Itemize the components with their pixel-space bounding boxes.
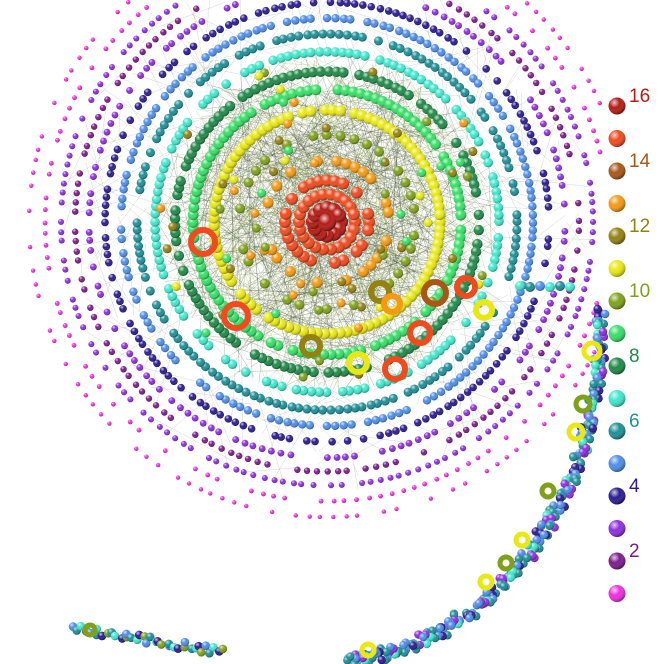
torus-node bbox=[382, 356, 408, 382]
torus-node bbox=[346, 351, 370, 375]
torus-node bbox=[407, 320, 433, 346]
torus-node bbox=[82, 622, 98, 638]
concentric-shells bbox=[27, 0, 610, 664]
torus-node bbox=[477, 573, 495, 591]
torus-node bbox=[221, 301, 251, 331]
torus-node bbox=[566, 422, 586, 442]
legend-label: 10 bbox=[629, 281, 650, 302]
torus-node bbox=[539, 482, 557, 500]
torus-node bbox=[573, 394, 593, 414]
legend: 16 14 12 10 8 6 4 2 bbox=[608, 86, 651, 602]
torus-node bbox=[581, 340, 603, 362]
torus-node bbox=[359, 641, 377, 659]
highlighted-ring-nodes bbox=[82, 227, 603, 659]
legend-label: 6 bbox=[629, 411, 640, 432]
torus-node bbox=[188, 227, 218, 257]
torus-node bbox=[368, 280, 392, 304]
legend-label: 8 bbox=[629, 346, 640, 367]
legend-label: 14 bbox=[629, 151, 651, 172]
legend-label: 2 bbox=[629, 541, 640, 562]
torus-node bbox=[513, 531, 531, 549]
torus-node bbox=[381, 293, 403, 315]
torus-node bbox=[454, 275, 478, 299]
torus-node bbox=[299, 334, 323, 358]
torus-node bbox=[473, 299, 495, 321]
legend-label: 16 bbox=[629, 86, 650, 107]
torus-node bbox=[421, 279, 449, 307]
torus-node bbox=[497, 554, 515, 572]
legend-label: 12 bbox=[629, 216, 650, 237]
legend-label: 4 bbox=[629, 476, 640, 497]
